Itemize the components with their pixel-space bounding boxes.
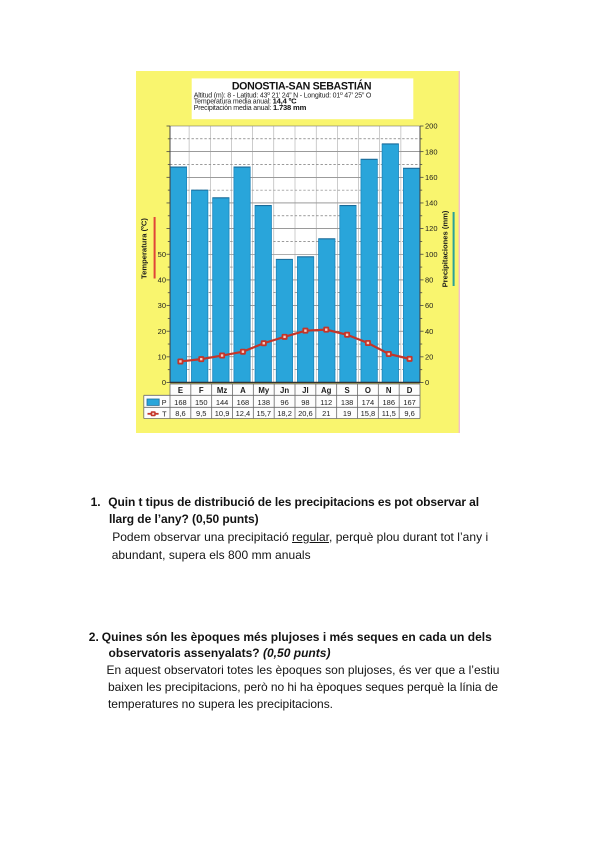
svg-text:50: 50 [158, 250, 166, 259]
svg-text:E: E [178, 386, 183, 395]
svg-text:DONOSTIA-SAN SEBASTIÁN: DONOSTIA-SAN SEBASTIÁN [232, 80, 371, 93]
svg-text:138: 138 [341, 398, 354, 407]
svg-text:186: 186 [382, 398, 395, 407]
svg-text:S: S [344, 386, 349, 395]
svg-text:138: 138 [257, 398, 270, 407]
svg-text:18,2: 18,2 [277, 409, 292, 418]
svg-text:9,5: 9,5 [196, 409, 206, 418]
svg-text:19: 19 [343, 409, 351, 418]
svg-text:30: 30 [158, 301, 166, 310]
svg-text:168: 168 [237, 398, 250, 407]
svg-text:100: 100 [425, 250, 438, 259]
svg-text:0: 0 [162, 378, 166, 387]
svg-text:20: 20 [158, 327, 166, 336]
svg-text:12,4: 12,4 [236, 409, 251, 418]
svg-text:98: 98 [301, 398, 309, 407]
svg-text:40: 40 [158, 276, 166, 285]
svg-text:11,5: 11,5 [382, 409, 396, 418]
svg-text:Altitud (m): 8 - Latitud: 43º: Altitud (m): 8 - Latitud: 43º 21’ 24” N … [194, 92, 372, 99]
svg-text:9,6: 9,6 [404, 409, 414, 418]
svg-text:T: T [162, 409, 167, 418]
svg-text:P: P [162, 398, 167, 407]
svg-text:60: 60 [425, 301, 433, 310]
svg-text:Jl: Jl [302, 386, 309, 395]
svg-text:144: 144 [216, 398, 229, 407]
svg-text:10: 10 [158, 352, 166, 361]
svg-text:Jn: Jn [280, 386, 289, 395]
svg-text:120: 120 [425, 224, 438, 233]
svg-text:180: 180 [425, 147, 438, 156]
svg-text:167: 167 [403, 398, 416, 407]
svg-text:15,7: 15,7 [256, 409, 271, 418]
svg-text:Ag: Ag [321, 386, 332, 395]
svg-text:Precipitación media anual: 1.7: Precipitación media anual: 1.738 mm [194, 103, 307, 112]
svg-text:Mz: Mz [217, 386, 227, 395]
svg-text:21: 21 [322, 409, 330, 418]
svg-text:D: D [407, 386, 413, 395]
svg-text:Precipitaciones (mm): Precipitaciones (mm) [440, 210, 449, 287]
svg-text:168: 168 [174, 398, 187, 407]
svg-text:140: 140 [425, 199, 438, 208]
svg-text:174: 174 [362, 398, 375, 407]
svg-text:150: 150 [195, 398, 208, 407]
svg-text:112: 112 [320, 398, 332, 407]
svg-text:40: 40 [425, 327, 433, 336]
svg-text:0: 0 [425, 378, 429, 387]
svg-text:10,9: 10,9 [215, 409, 230, 418]
svg-text:O: O [365, 386, 371, 395]
svg-text:20,6: 20,6 [298, 409, 313, 418]
svg-text:200: 200 [425, 122, 438, 131]
svg-text:8,6: 8,6 [175, 409, 185, 418]
svg-text:160: 160 [425, 173, 438, 182]
svg-text:96: 96 [280, 398, 288, 407]
svg-text:A: A [240, 386, 246, 395]
svg-text:Temperatura media anual: 14,4: Temperatura media anual: 14,4 ºC [194, 97, 297, 106]
svg-text:15,8: 15,8 [361, 409, 376, 418]
svg-text:N: N [386, 386, 392, 395]
svg-text:My: My [258, 386, 269, 395]
svg-text:F: F [199, 386, 204, 395]
svg-text:80: 80 [425, 276, 433, 285]
svg-text:20: 20 [425, 352, 433, 361]
svg-text:Temperatura (ºC): Temperatura (ºC) [140, 218, 149, 279]
